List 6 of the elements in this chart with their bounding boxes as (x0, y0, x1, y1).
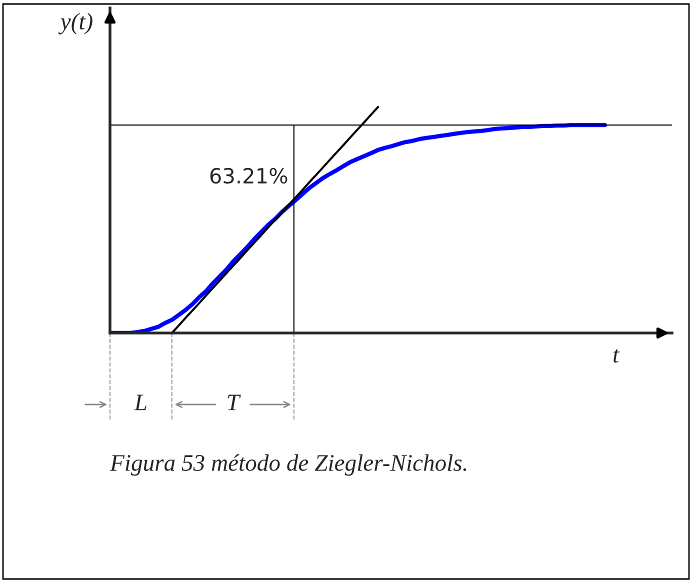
x-axis-title: t (614, 349, 620, 363)
text: Figura 53 método de Ziegler-Nichols. (110, 454, 466, 476)
text: L (134, 394, 146, 410)
annotation: 63.21% (210, 168, 288, 184)
text: T (228, 394, 241, 410)
y-axis-title: y(t) (58, 12, 92, 34)
